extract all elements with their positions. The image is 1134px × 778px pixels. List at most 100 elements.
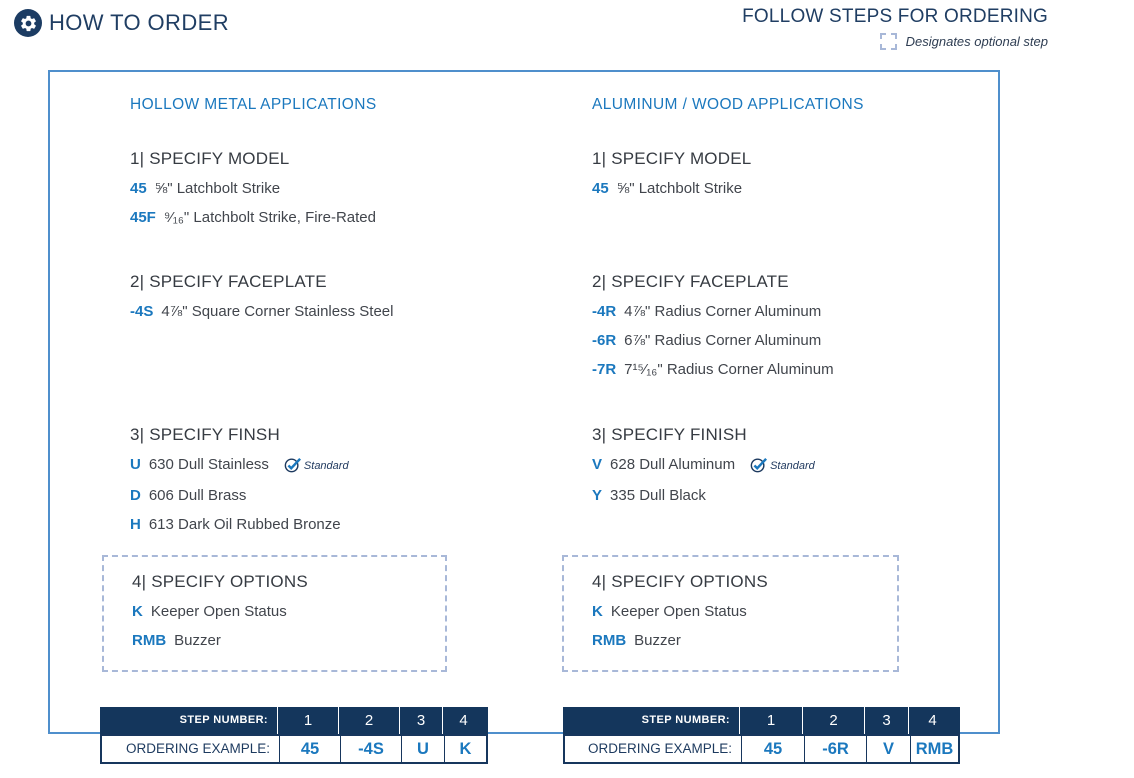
column-hollow-metal: HOLLOW METAL APPLICATIONS 1| SPECIFY MOD…: [102, 72, 560, 732]
section-title: 4| SPECIFY OPTIONS: [592, 572, 768, 591]
spec-code: RMB: [132, 632, 167, 649]
check-circle-icon: [284, 457, 301, 473]
optional-step-legend: Designates optional step: [742, 33, 1048, 50]
spec-item: K Keeper Open Status: [132, 597, 445, 626]
step-number-cell: 3: [399, 707, 442, 734]
section-title: 4| SPECIFY OPTIONS: [132, 572, 308, 591]
spec-text: Buzzer: [174, 632, 221, 649]
step-number-cell: 1: [739, 707, 802, 734]
standard-label: Standard: [303, 460, 349, 472]
column-heading: ALUMINUM / WOOD APPLICATIONS: [592, 96, 864, 113]
section-specify-finish: 3| SPECIFY FINISH V 628 Dull Aluminum St…: [592, 424, 815, 510]
spec-item: -6R 6⅞" Radius Corner Aluminum: [592, 326, 834, 355]
spec-item: RMB Buzzer: [132, 626, 445, 655]
section-specify-faceplate: 2| SPECIFY FACEPLATE -4S 4⅞" Square Corn…: [130, 271, 393, 326]
spec-code: 45F: [130, 209, 156, 226]
section-specify-finish: 3| SPECIFY FINSH U 630 Dull Stainless St…: [130, 424, 349, 539]
section-title: 3| SPECIFY FINSH: [130, 425, 280, 444]
ordering-example-label: ORDERING EXAMPLE:: [587, 741, 732, 756]
spec-text: 4⅞" Radius Corner Aluminum: [624, 303, 822, 320]
step-number-cell: 2: [802, 707, 864, 734]
gear-icon: [14, 9, 42, 37]
ordering-example-row: ORDERING EXAMPLE: 45 -6R V RMB: [563, 734, 960, 764]
spec-code: -7R: [592, 361, 617, 378]
ordering-example-cell: 45: [279, 736, 340, 762]
spec-code: K: [132, 603, 143, 620]
spec-text: ⁹⁄₁₆" Latchbolt Strike, Fire-Rated: [163, 209, 376, 226]
spec-item: -4S 4⅞" Square Corner Stainless Steel: [130, 297, 393, 326]
ordering-table-hollow-metal: STEP NUMBER: 1 2 3 4 ORDERING EXAMPLE: 4…: [100, 707, 488, 764]
step-number-label: STEP NUMBER:: [641, 714, 730, 726]
spec-code: V: [592, 456, 603, 473]
spec-item: 45 ⅝" Latchbolt Strike: [592, 174, 751, 203]
spec-code: D: [130, 487, 141, 504]
section-specify-options-optional: 4| SPECIFY OPTIONS K Keeper Open Status …: [562, 555, 899, 672]
spec-item: D 606 Dull Brass: [130, 481, 349, 510]
section-title: 2| SPECIFY FACEPLATE: [592, 272, 789, 291]
ordering-example-cell: U: [401, 736, 444, 762]
spec-text: 606 Dull Brass: [148, 487, 247, 504]
spec-item: -7R 7¹⁵⁄₁₆" Radius Corner Aluminum: [592, 355, 834, 384]
spec-code: -6R: [592, 332, 617, 349]
ordering-example-label: ORDERING EXAMPLE:: [125, 741, 270, 756]
spec-item: V 628 Dull Aluminum Standard: [592, 450, 815, 481]
ordering-example-row: ORDERING EXAMPLE: 45 -4S U K: [100, 734, 488, 764]
spec-code: 45: [130, 180, 147, 197]
spec-code: H: [130, 516, 141, 533]
spec-text: 6⅞" Radius Corner Aluminum: [624, 332, 822, 349]
ordering-example-cell: 45: [741, 736, 804, 762]
step-number-cell: 3: [864, 707, 908, 734]
dashed-box-icon: [879, 33, 897, 50]
ordering-example-cell: K: [444, 736, 486, 762]
spec-text: Keeper Open Status: [610, 603, 747, 620]
spec-text: 628 Dull Aluminum: [610, 456, 736, 473]
spec-code: Y: [592, 487, 603, 504]
step-number-label: STEP NUMBER:: [179, 714, 268, 726]
standard-badge: Standard: [284, 450, 349, 481]
spec-item: H 613 Dark Oil Rubbed Bronze: [130, 510, 349, 539]
column-heading: HOLLOW METAL APPLICATIONS: [130, 96, 377, 113]
section-specify-faceplate: 2| SPECIFY FACEPLATE -4R 4⅞" Radius Corn…: [592, 271, 834, 384]
step-number-row: STEP NUMBER: 1 2 3 4: [100, 707, 488, 734]
page-title: HOW TO ORDER: [49, 10, 229, 35]
step-number-cell: 4: [908, 707, 956, 734]
check-circle-icon: [750, 457, 768, 473]
spec-code: -4S: [130, 303, 154, 320]
step-number-cell: 4: [442, 707, 484, 734]
spec-item: RMB Buzzer: [592, 626, 897, 655]
spec-code: U: [130, 456, 141, 473]
standard-badge: Standard: [750, 450, 815, 481]
spec-text: 7¹⁵⁄₁₆" Radius Corner Aluminum: [624, 361, 834, 378]
spec-item: Y 335 Dull Black: [592, 481, 815, 510]
spec-code: -4R: [592, 303, 617, 320]
section-specify-model: 1| SPECIFY MODEL 45 ⅝" Latchbolt Strike: [592, 148, 751, 203]
spec-text: 630 Dull Stainless: [148, 456, 269, 473]
spec-text: ⅝" Latchbolt Strike: [616, 180, 743, 197]
follow-steps-title: FOLLOW STEPS FOR ORDERING: [742, 6, 1048, 27]
legend-text: Designates optional step: [905, 34, 1048, 49]
spec-item: -4R 4⅞" Radius Corner Aluminum: [592, 297, 834, 326]
ordering-example-cell: -4S: [340, 736, 401, 762]
ordering-example-cell: RMB: [910, 736, 958, 762]
section-title: 1| SPECIFY MODEL: [130, 149, 290, 168]
spec-item: 45 ⅝" Latchbolt Strike: [130, 174, 376, 203]
spec-text: 335 Dull Black: [610, 487, 706, 504]
ordering-table-aluminum-wood: STEP NUMBER: 1 2 3 4 ORDERING EXAMPLE: 4…: [563, 707, 960, 764]
section-title: 3| SPECIFY FINISH: [592, 425, 747, 444]
section-title: 1| SPECIFY MODEL: [592, 149, 752, 168]
spec-text: Keeper Open Status: [150, 603, 287, 620]
spec-item: 45F ⁹⁄₁₆" Latchbolt Strike, Fire-Rated: [130, 203, 376, 232]
section-specify-options-optional: 4| SPECIFY OPTIONS K Keeper Open Status …: [102, 555, 447, 672]
spec-code: RMB: [592, 632, 627, 649]
step-number-cell: 1: [277, 707, 338, 734]
spec-code: 45: [592, 180, 609, 197]
column-aluminum-wood: ALUMINUM / WOOD APPLICATIONS 1| SPECIFY …: [562, 72, 1022, 732]
step-number-cell: 2: [338, 707, 399, 734]
spec-code: K: [592, 603, 603, 620]
spec-item: K Keeper Open Status: [592, 597, 897, 626]
spec-text: 613 Dark Oil Rubbed Bronze: [148, 516, 341, 533]
spec-text: 4⅞" Square Corner Stainless Steel: [161, 303, 394, 320]
ordering-steps-panel: HOLLOW METAL APPLICATIONS 1| SPECIFY MOD…: [48, 70, 1000, 764]
section-title: 2| SPECIFY FACEPLATE: [130, 272, 327, 291]
spec-text: ⅝" Latchbolt Strike: [154, 180, 281, 197]
